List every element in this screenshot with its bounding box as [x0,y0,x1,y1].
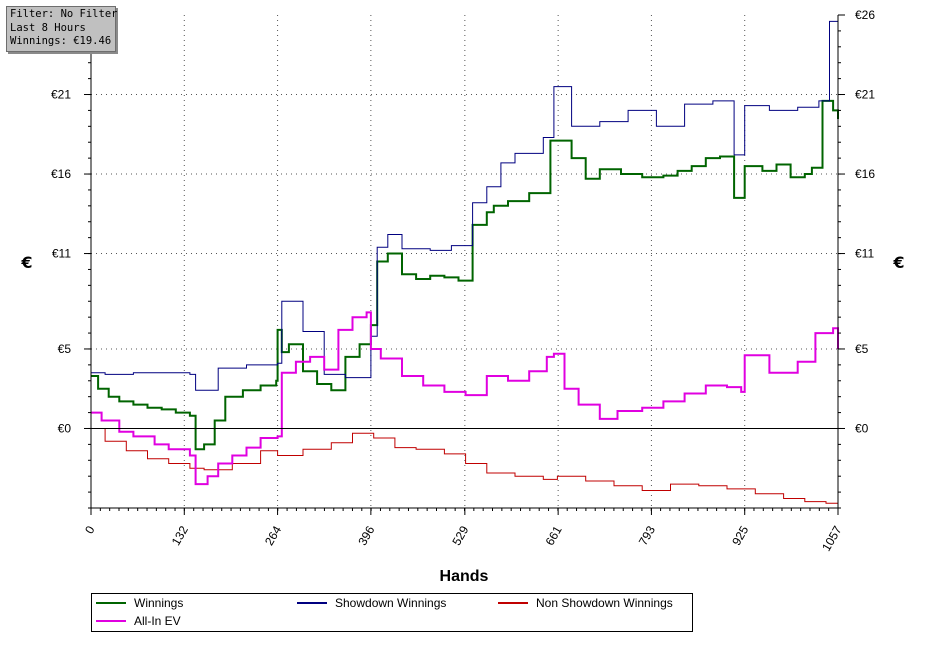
filter-info-box: Filter: No Filter Last 8 Hours Winnings:… [6,6,118,52]
x-axis-title: Hands [440,568,489,585]
series-line-showdown-winnings [91,20,839,391]
series-line-winnings [91,99,839,451]
legend: Winnings Showdown Winnings Non Showdown … [91,593,693,632]
series-line-all-in-ev [91,311,839,486]
y-tick-label-right: €26 [855,8,875,22]
y-axis-title-left: € [20,253,32,272]
y-tick-label-left: €11 [52,247,71,261]
legend-swatch-all-in-ev [96,619,126,622]
period-label: Last 8 Hours [10,21,86,34]
y-tick-label-right: €21 [855,88,875,102]
legend-item-non-showdown-winnings: Non Showdown Winnings [498,596,673,610]
y-tick-label-left: €16 [51,167,71,181]
y-tick-label-left: €5 [58,342,72,356]
x-tick-label: 925 [729,523,751,548]
series-layer [91,20,839,505]
legend-label: Winnings [134,596,184,610]
x-tick-label: 793 [636,523,658,548]
x-tick-label: 132 [169,523,191,548]
legend-item-winnings: Winnings [96,596,183,610]
grid [91,15,838,508]
x-tick-label: 529 [449,523,471,548]
legend-item-all-in-ev: All-In EV [96,614,181,628]
legend-item-showdown-winnings: Showdown Winnings [297,596,446,610]
y-tick-label-right: €11 [855,247,874,261]
legend-label: Non Showdown Winnings [536,596,673,610]
legend-swatch-showdown [297,601,327,604]
y-axis-title-right: € [892,253,904,272]
legend-swatch-winnings [96,601,126,604]
x-tick-label: 396 [355,523,377,548]
x-tick-label: 661 [543,523,565,548]
x-tick-label: 0 [82,523,98,536]
y-tick-label-left: €21 [51,88,71,102]
series-line-non-showdown-winnings [91,428,839,505]
y-tick-label-right: €0 [855,421,869,435]
y-tick-label-right: €16 [855,167,875,181]
y-tick-label-left: €0 [58,421,72,435]
x-tick-label: 1057 [819,523,845,553]
legend-swatch-non-showdown [498,601,528,604]
filter-label: Filter: No Filter [10,8,118,20]
legend-label: All-In EV [134,614,181,628]
y-tick-label-right: €5 [855,342,869,356]
winnings-label: Winnings: €19.46 [10,35,112,47]
legend-label: Showdown Winnings [335,596,447,610]
x-tick-label: 264 [262,523,284,548]
